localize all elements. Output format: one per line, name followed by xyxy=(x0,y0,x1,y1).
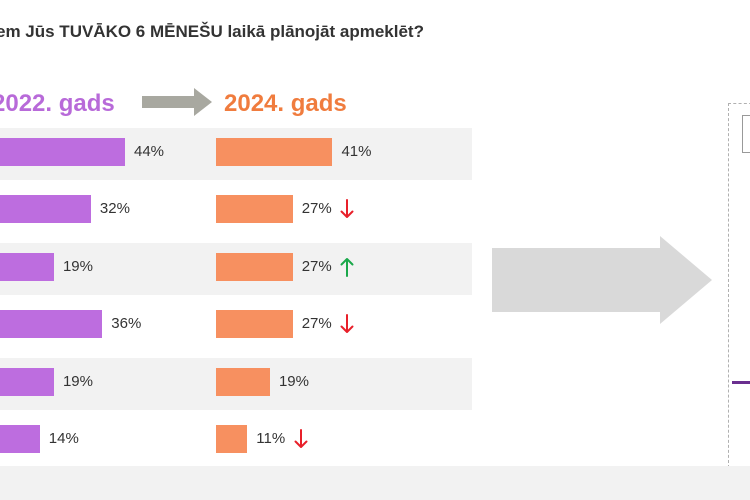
trend-down-arrow-icon xyxy=(294,429,308,448)
bar-2022 xyxy=(0,138,125,166)
bar-2022 xyxy=(0,367,54,396)
bar-2024 xyxy=(216,252,293,281)
bar-2022 xyxy=(0,310,103,339)
bar-2024 xyxy=(216,138,333,166)
bar-2022 xyxy=(0,195,91,224)
bar-2022 xyxy=(0,252,54,281)
trend-up-arrow-icon xyxy=(340,257,354,277)
side-panel-frame xyxy=(728,103,750,473)
value-label-2022: 19% xyxy=(62,372,93,390)
series-label-2022: 2022. gads xyxy=(0,90,115,117)
trend-down-arrow-icon xyxy=(340,199,354,219)
right-arrow-icon xyxy=(142,88,212,116)
panel-handle xyxy=(742,115,750,153)
value-label-2024: 11% xyxy=(256,430,286,447)
series-label-2024: 2024. gads xyxy=(224,90,347,117)
chart-question-title: em Jūs TUVĀKO 6 MĒNEŠU laikā plānojāt ap… xyxy=(0,22,424,41)
value-label-2024: 27% xyxy=(301,200,332,218)
bar-2024 xyxy=(216,195,293,224)
trend-down-arrow-icon xyxy=(340,314,354,334)
bar-2024 xyxy=(216,367,270,396)
value-label-2022: 19% xyxy=(62,257,93,275)
value-label-2024: 27% xyxy=(301,315,332,333)
value-label-2022: 32% xyxy=(99,200,130,218)
value-label-2022: 36% xyxy=(111,315,142,333)
value-label-2024: 27% xyxy=(301,257,332,275)
value-label-2022: 14% xyxy=(48,430,79,447)
value-label-2022: 44% xyxy=(134,143,165,160)
large-right-arrow-icon xyxy=(492,236,712,324)
value-label-2024: 41% xyxy=(341,143,372,160)
bottom-band xyxy=(0,466,750,500)
bar-2022 xyxy=(0,425,40,453)
bar-2024 xyxy=(216,425,248,453)
value-label-2024: 19% xyxy=(278,372,309,390)
bar-2024 xyxy=(216,310,293,339)
panel-line xyxy=(732,381,750,384)
